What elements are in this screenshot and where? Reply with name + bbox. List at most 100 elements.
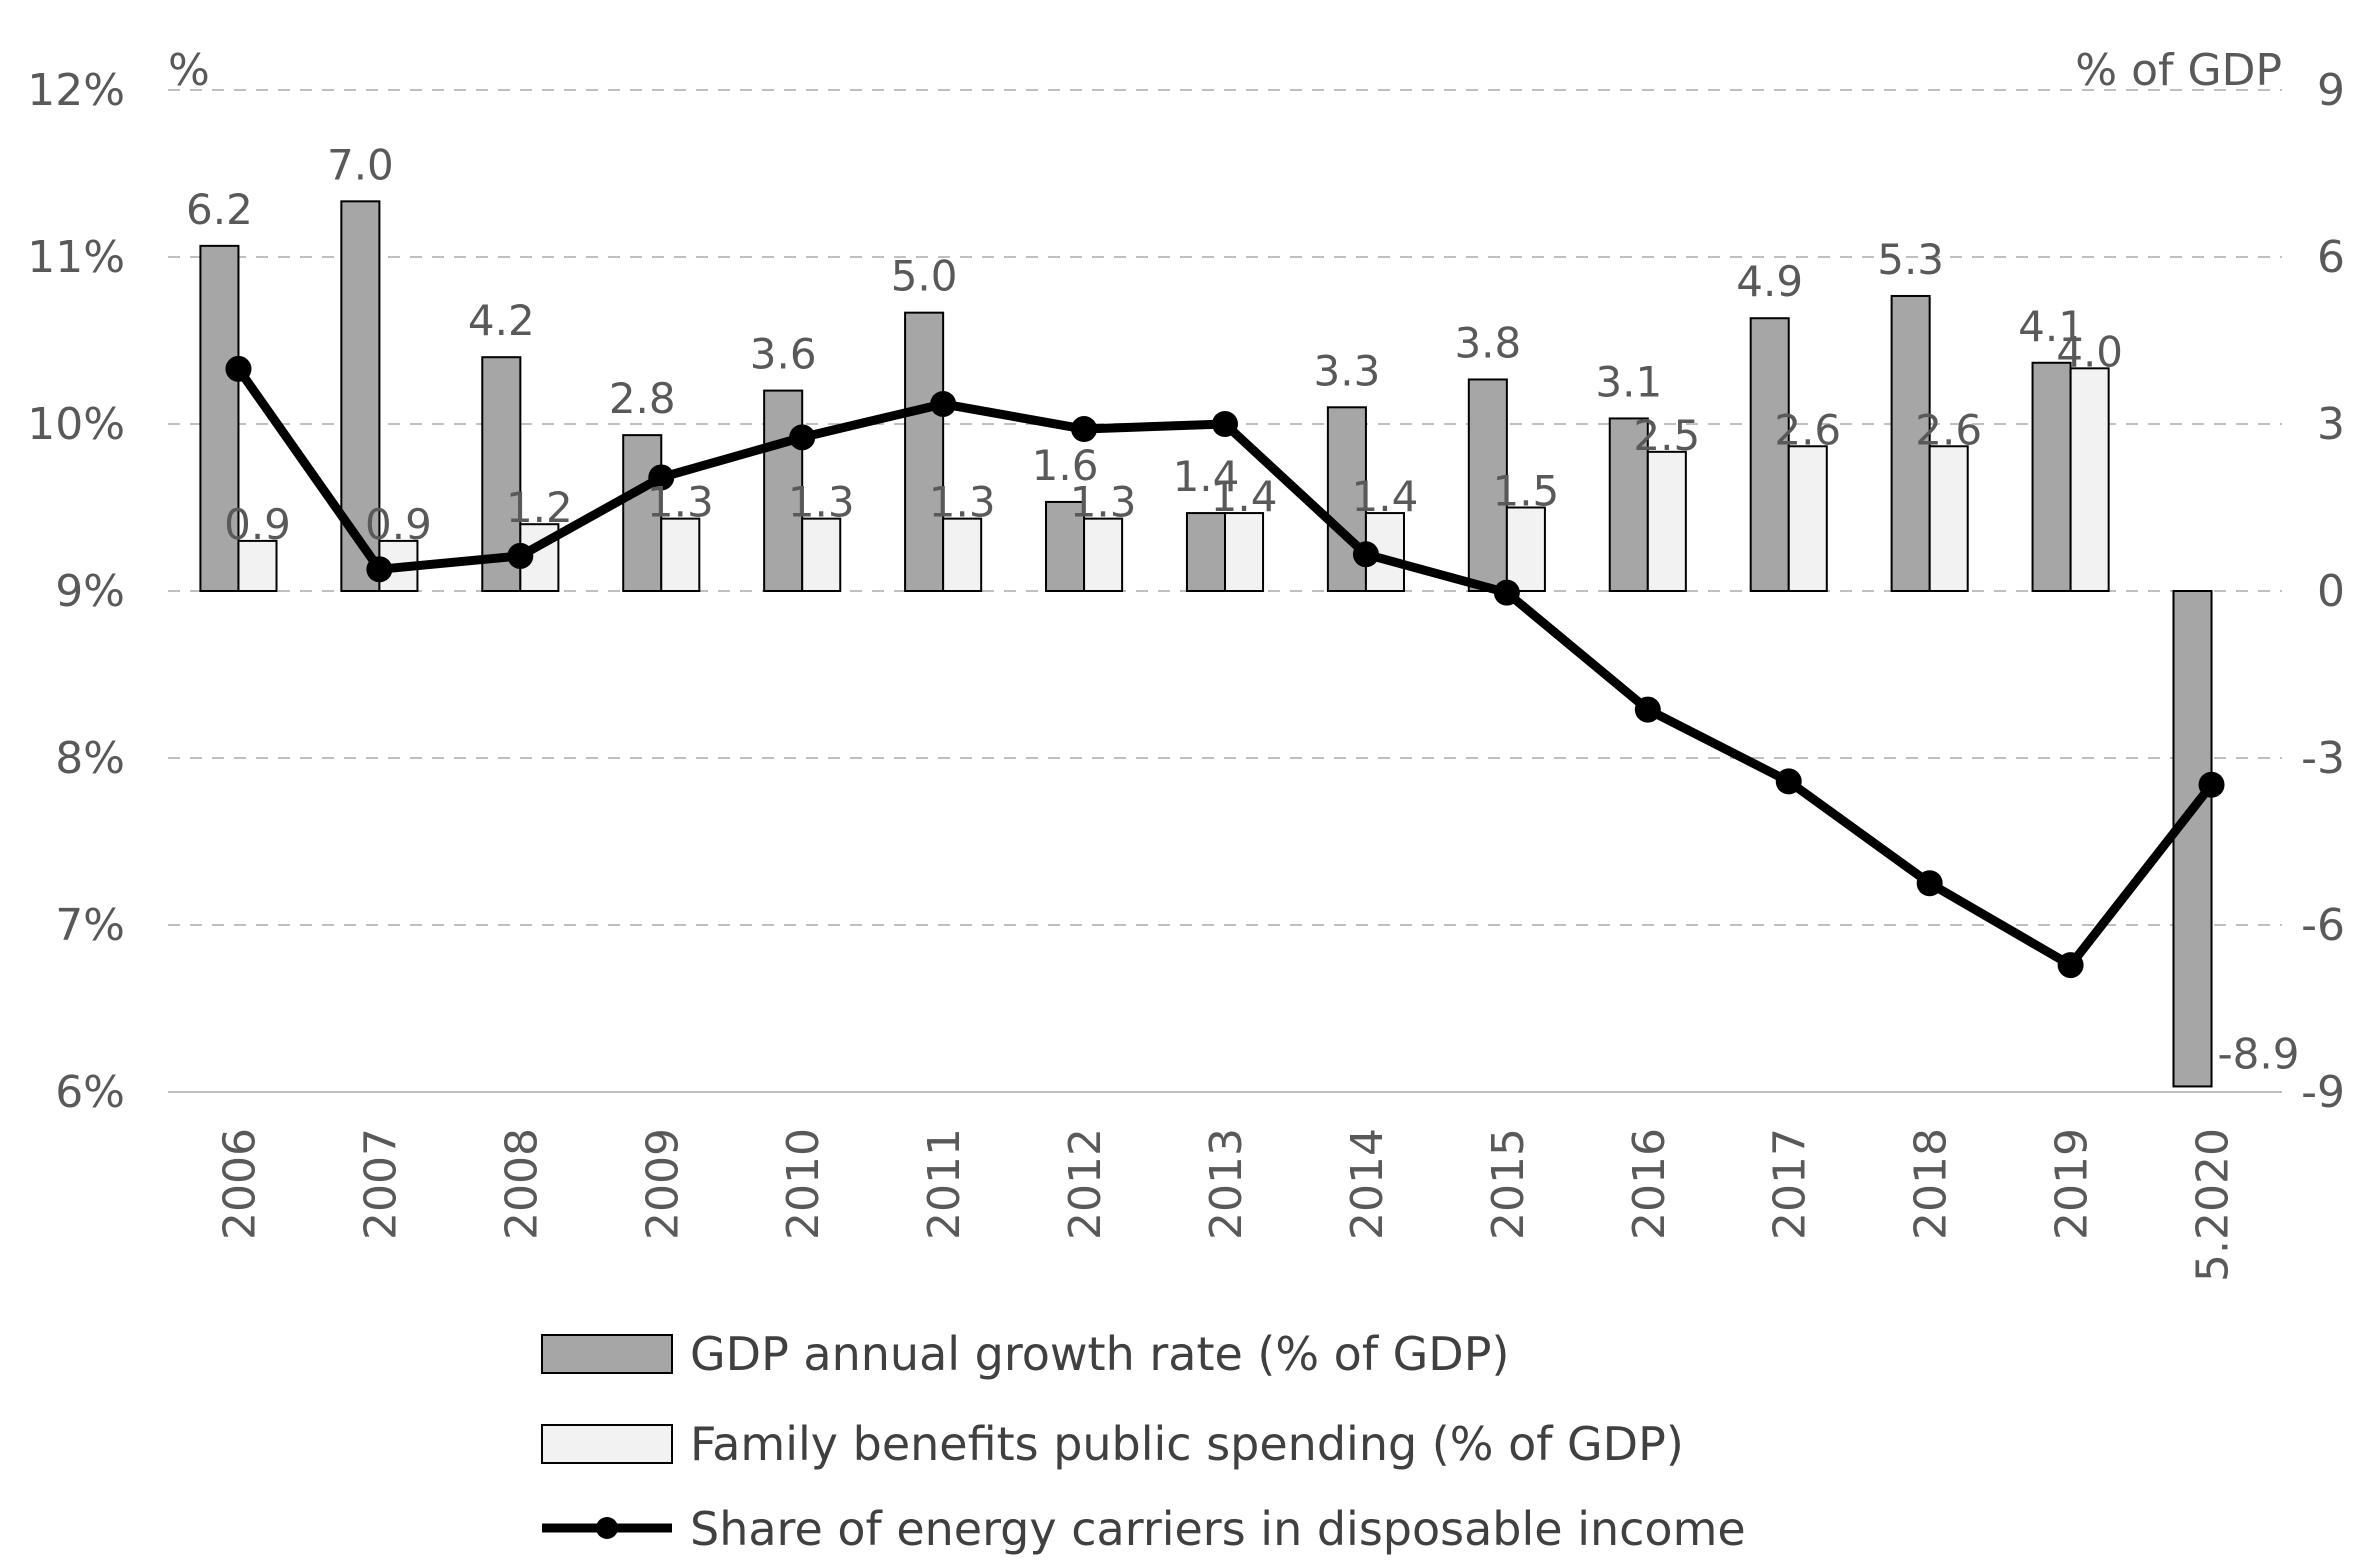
gdp-bar-label: 3.6 [750,330,817,379]
gdp-bar-label: 6.2 [186,185,253,234]
left-tick-label: 6% [55,1067,125,1118]
energy-share-point [930,390,957,417]
gdp-bar [1749,317,1790,592]
energy-share-point [1634,696,1661,723]
gdp-bar-label: 5.3 [1877,235,1944,284]
family-bar-label: 1.5 [1492,467,1559,516]
family-bar [1505,506,1546,592]
energy-share-point [1352,541,1379,568]
family-bar-label: 2.5 [1633,411,1700,460]
family-bar-label: 1.4 [1211,472,1278,521]
energy-share-point [1493,579,1520,606]
legend-swatch-family [541,1424,673,1464]
gdp-bar [199,244,240,592]
gdp-bar [2031,361,2072,592]
gdp-bar-label: -8.9 [2218,1029,2300,1078]
left-tick-label: 8% [55,733,125,784]
x-tick-label: 2013 [1201,1128,1252,1240]
gdp-bar [1467,378,1508,593]
x-tick-label: 2008 [496,1128,547,1240]
energy-share-point [789,424,816,451]
energy-share-point [648,464,675,491]
right-tick-label: -6 [2301,900,2345,951]
family-bar [2069,367,2110,593]
family-bar [1646,450,1687,593]
gdp-bar-label: 2.8 [609,374,676,423]
left-tick-label: 11% [27,232,125,283]
energy-share-point [2198,771,2225,798]
x-tick-label: 2016 [1624,1128,1675,1240]
right-tick-label: 0 [2317,566,2345,617]
gdp-bar-label: 3.3 [1314,346,1381,395]
right-axis-title: % of GDP [2075,45,2282,96]
family-bar-label: 2.6 [1774,405,1841,454]
family-bar-label: 0.9 [224,500,291,549]
energy-share-point [2057,952,2084,979]
family-bar [660,517,701,593]
family-bar-label: 1.2 [506,483,573,532]
legend-label-family: Family benefits public spending (% of GD… [690,1417,1684,1471]
bar-data-labels: 6.20.97.00.94.21.22.81.33.61.35.01.31.61… [186,140,2299,1078]
gdp-bar [763,389,804,592]
family-bar-label: 4.0 [2056,327,2123,376]
x-tick-label: 2010 [778,1128,829,1240]
gdp-bar [1185,512,1226,592]
right-tick-label: 6 [2317,232,2345,283]
legend-label-gdp: GDP annual growth rate (% of GDP) [690,1327,1509,1381]
family-bar [237,539,278,593]
left-tick-label: 9% [55,566,125,617]
family-bar-label: 1.3 [647,478,714,527]
legend-swatch-energy-marker [596,1517,618,1539]
x-tick-label: 2018 [1906,1128,1957,1240]
left-tick-label: 7% [55,900,125,951]
x-axis: 2006 2007 2008 2009 2010 2011 2012 2013 2014 2015… [214,1128,2238,1282]
gdp-bar-label: 5.0 [891,252,958,301]
left-axis-title: % [168,45,210,96]
right-tick-label: -3 [2301,733,2345,784]
family-bar-label: 2.6 [1915,405,1982,454]
family-bar [1224,512,1265,592]
right-axis: 9 6 3 0 -3 -6 -9 [2301,65,2345,1118]
legend-swatch-gdp [541,1334,673,1374]
family-bar-label: 1.3 [929,478,996,527]
family-bar [942,517,983,593]
gdp-bar-label: 1.6 [1032,441,1099,490]
x-tick-label: 2006 [214,1128,265,1240]
energy-share-point [1916,870,1943,897]
right-tick-label: 3 [2317,399,2345,450]
gdp-bar [1608,417,1649,592]
gdp-bar-label: 4.2 [468,296,535,345]
energy-share-point [1071,416,1098,443]
energy-share-point [507,542,534,569]
gdp-bar-label: 4.9 [1736,257,1803,306]
energy-share-point [1212,411,1238,437]
gdp-bar [1890,294,1931,592]
energy-share-point [366,556,393,583]
gdp-bar-label: 7.0 [327,140,394,189]
x-tick-label: 2009 [637,1128,688,1240]
left-axis: 12% 11% 10% 9% 8% 7% 6% [27,65,125,1118]
gdp-bar-label: 4.1 [2018,302,2085,351]
family-bar [1787,445,1828,592]
gdp-bar [1045,500,1086,592]
legend-label-energy: Share of energy carriers in disposable i… [690,1502,1746,1556]
x-tick-label: 2011 [919,1128,970,1240]
x-tick-label: 2012 [1060,1128,1111,1240]
gdp-bar [904,311,945,592]
x-tick-label: 2015 [1483,1128,1534,1240]
family-bar [1928,445,1969,592]
right-tick-label: 9 [2317,65,2345,116]
family-bar [1083,517,1124,593]
gdp-bar-label: 3.8 [1454,318,1521,367]
family-bar-label: 1.3 [788,478,855,527]
family-bar [801,517,842,593]
legend: GDP annual growth rate (% of GDP) Family… [541,1327,1746,1556]
family-bar-label: 1.4 [1352,472,1419,521]
family-bar-label: 1.3 [1070,478,1137,527]
x-tick-label: 2019 [2047,1128,2098,1240]
gdp-bar-label: 1.4 [1173,452,1240,501]
left-tick-label: 12% [27,65,125,116]
energy-share-line [225,355,2225,979]
left-tick-label: 10% [27,399,125,450]
